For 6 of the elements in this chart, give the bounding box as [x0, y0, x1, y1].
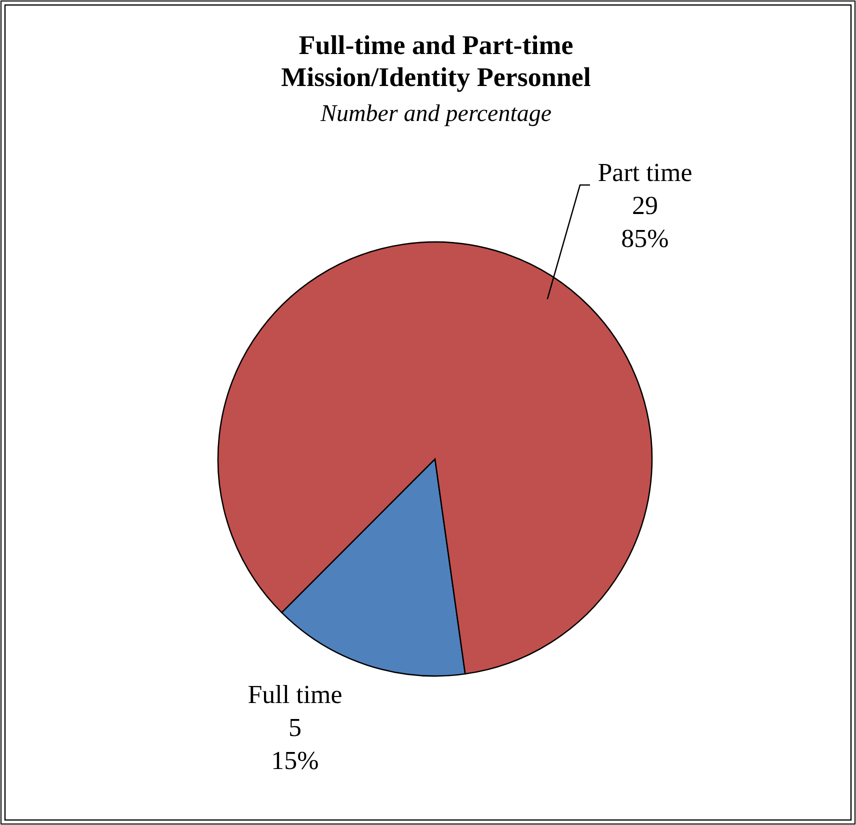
data-label: 29 85% — [621, 190, 669, 253]
chart-subtitle: Number and percentage — [319, 101, 552, 127]
data-label: 5 15% — [271, 712, 319, 775]
chart-title: Full-time and Part-time Mission/Identity Personnel — [281, 30, 592, 92]
slice-label: Full time — [248, 680, 342, 709]
slice-label: Part time — [598, 158, 692, 187]
